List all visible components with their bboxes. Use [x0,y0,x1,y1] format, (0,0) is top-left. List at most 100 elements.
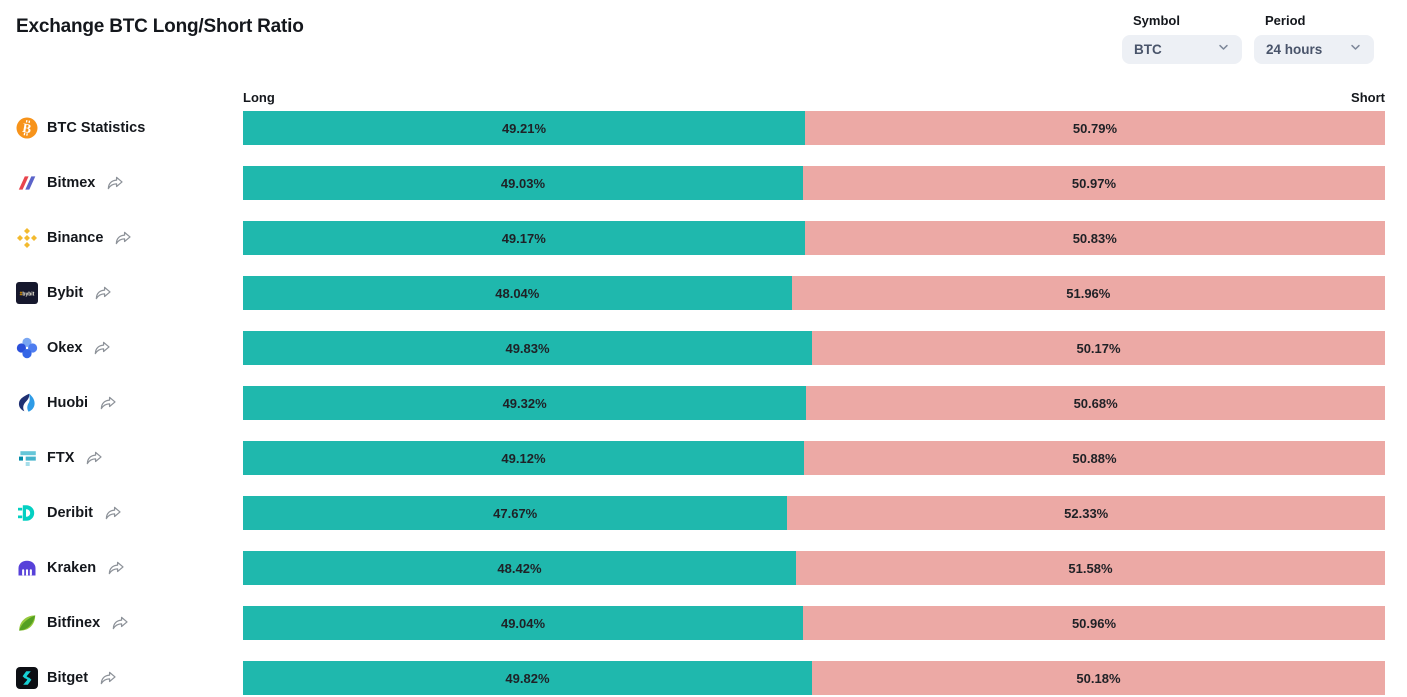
short-segment: 50.97% [802,166,1385,200]
chevron-down-icon [1349,41,1362,59]
short-segment: 50.68% [806,386,1385,420]
chevron-down-icon [1217,41,1230,59]
long-segment: 49.82% [243,661,812,695]
share-arrow-icon[interactable] [94,286,112,300]
long-segment: 49.17% [243,221,805,255]
symbol-select[interactable]: BTC [1122,35,1242,64]
short-segment: 50.88% [803,441,1385,475]
share-arrow-icon[interactable] [106,176,124,190]
symbol-select-value: BTC [1134,42,1162,57]
share-arrow-icon[interactable] [99,671,117,685]
long-short-chart: Long Short B BTC Statistics 49.21% 50.79… [0,90,1407,697]
share-arrow-icon[interactable] [104,506,122,520]
exchange-link[interactable]: Bitfinex [16,606,129,640]
long-short-bar: 49.17% 50.83% [243,221,1385,255]
long-short-bar: 49.32% 50.68% [243,386,1385,420]
share-arrow-icon[interactable] [107,561,125,575]
exchange-name: Huobi [47,395,89,411]
exchange-row: Bitmex 49.03% 50.97% [0,166,1407,221]
exchange-link[interactable]: Bitget [16,661,117,695]
bitget-icon [16,667,38,689]
short-segment: 52.33% [787,496,1385,530]
long-segment: 48.04% [243,276,792,310]
long-segment: 49.32% [243,386,807,420]
long-short-bar: 49.03% 50.97% [243,166,1385,200]
symbol-control: Symbol BTC [1122,13,1242,64]
long-segment: 48.42% [243,551,796,585]
exchange-name: Deribit [47,505,93,521]
short-segment: 50.83% [804,221,1385,255]
chart-controls: Symbol BTC Period 24 hours [1122,13,1374,64]
exchange-row: Okex 49.83% 50.17% [0,331,1407,386]
exchange-name: Kraken [47,560,97,576]
exchange-link[interactable]: Huobi [16,386,117,420]
exchange-link[interactable]: Kraken [16,551,125,585]
period-control: Period 24 hours [1254,13,1374,64]
exchange-row: Bitfinex 49.04% 50.96% [0,606,1407,661]
exchange-link[interactable]: FTX [16,441,103,475]
long-short-bar: 49.12% 50.88% [243,441,1385,475]
bitfinex-icon [16,612,38,634]
ftx-icon [16,447,38,469]
short-segment: 50.79% [804,111,1385,145]
bybit-icon: #bybit [16,282,38,304]
long-axis-label: Long [243,90,275,105]
long-short-bar: 49.21% 50.79% [243,111,1385,145]
long-short-bar: 49.04% 50.96% [243,606,1385,640]
exchange-row: B BTC Statistics 49.21% 50.79% [0,111,1407,166]
share-arrow-icon[interactable] [93,341,111,355]
share-arrow-icon[interactable] [85,451,103,465]
short-segment: 51.96% [791,276,1385,310]
long-segment: 49.12% [243,441,804,475]
short-segment: 50.18% [811,661,1385,695]
exchange-row: Kraken 48.42% 51.58% [0,551,1407,606]
long-short-bar: 49.83% 50.17% [243,331,1385,365]
share-arrow-icon[interactable] [111,616,129,630]
exchange-link: B BTC Statistics [16,111,145,145]
long-short-bar: 47.67% 52.33% [243,496,1385,530]
btc-statistics-icon: B [16,117,38,139]
long-short-bar: 48.42% 51.58% [243,551,1385,585]
exchange-row: Binance 49.17% 50.83% [0,221,1407,276]
exchange-rows: B BTC Statistics 49.21% 50.79% Bitmex 49… [0,111,1407,697]
long-short-bar: 49.82% 50.18% [243,661,1385,695]
svg-text:#bybit: #bybit [20,291,35,297]
exchange-name: FTX [47,450,75,466]
exchange-name: Bitget [47,670,89,686]
exchange-name: Bitfinex [47,615,101,631]
exchange-name: Bybit [47,285,84,301]
long-segment: 49.83% [243,331,813,365]
long-segment: 49.04% [243,606,804,640]
axis-labels: Long Short [243,90,1385,111]
exchange-row: Huobi 49.32% 50.68% [0,386,1407,441]
exchange-link[interactable]: Deribit [16,496,122,530]
bitmex-icon [16,172,38,194]
exchange-link[interactable]: Okex [16,331,111,365]
exchange-name: BTC Statistics [47,120,146,136]
long-segment: 49.03% [243,166,803,200]
symbol-label: Symbol [1133,13,1180,28]
long-segment: 47.67% [243,496,788,530]
short-segment: 50.17% [812,331,1385,365]
okex-icon [16,337,38,359]
period-select[interactable]: 24 hours [1254,35,1374,64]
exchange-row: #bybit Bybit 48.04% 51.96% [0,276,1407,331]
svg-text:B: B [21,120,32,136]
exchange-name: Binance [47,230,104,246]
exchange-link[interactable]: Bitmex [16,166,124,200]
exchange-row: Bitget 49.82% 50.18% [0,661,1407,697]
exchange-link[interactable]: #bybit Bybit [16,276,112,310]
page-title: Exchange BTC Long/Short Ratio [16,16,304,37]
deribit-icon [16,502,38,524]
share-arrow-icon[interactable] [99,396,117,410]
period-select-value: 24 hours [1266,42,1323,57]
share-arrow-icon[interactable] [114,231,132,245]
short-axis-label: Short [1351,90,1385,105]
short-segment: 51.58% [795,551,1385,585]
exchange-row: Deribit 47.67% 52.33% [0,496,1407,551]
exchange-name: Bitmex [47,175,96,191]
huobi-icon [16,392,38,414]
long-short-bar: 48.04% 51.96% [243,276,1385,310]
kraken-icon [16,557,38,579]
exchange-link[interactable]: Binance [16,221,132,255]
